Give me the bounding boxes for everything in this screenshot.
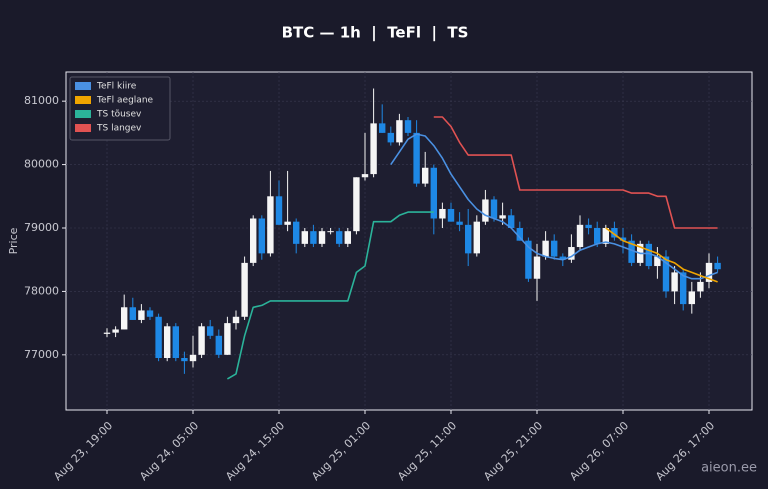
candle-body [189, 354, 197, 362]
candle-body [602, 228, 609, 244]
y-axis-label: Price [7, 227, 20, 254]
candle-body [327, 231, 334, 233]
candle-body [585, 224, 592, 228]
candle-body [430, 167, 437, 219]
candle-body [542, 240, 549, 257]
candle-body [671, 272, 678, 292]
candle-body [439, 208, 446, 219]
candle-body [336, 231, 343, 244]
candle-body [181, 358, 188, 362]
candle-body [525, 240, 532, 279]
legend-label: TS langev [96, 124, 142, 134]
y-tick-label: 81000 [24, 94, 59, 107]
candle-body [465, 224, 472, 254]
candle-body [112, 329, 119, 333]
y-tick-label: 78000 [24, 284, 59, 297]
candle-body [232, 316, 240, 324]
legend-swatch [75, 110, 91, 118]
legend-swatch [75, 96, 91, 104]
candle-body [594, 228, 601, 244]
candle-body [422, 167, 429, 184]
candle-body [353, 177, 360, 232]
candle-body [310, 231, 317, 244]
candle-body [482, 199, 489, 222]
candle-body [645, 243, 652, 267]
candle-body [662, 256, 670, 292]
candle-body [499, 215, 506, 219]
candle-body [697, 281, 704, 292]
candle-body [611, 228, 618, 238]
candle-body [129, 307, 136, 320]
candle-body [344, 231, 351, 244]
candle-body [396, 120, 403, 143]
candle-body [688, 291, 695, 305]
indicator-line [226, 211, 434, 380]
candle-body [293, 221, 300, 244]
candle-body [705, 262, 713, 282]
candle-body [447, 208, 455, 222]
y-tick-label: 80000 [24, 158, 59, 171]
candle-body [215, 335, 222, 355]
candle-body [387, 132, 394, 143]
candle-body [138, 310, 145, 320]
watermark: aieon.ee [701, 461, 757, 476]
candle-body [576, 224, 584, 248]
y-tick-label: 79000 [24, 221, 59, 234]
candle-body [121, 307, 128, 330]
candle-body [628, 240, 635, 263]
candle-body [258, 218, 265, 254]
legend-swatch [75, 124, 91, 132]
candle-body [516, 228, 523, 241]
candle-body [103, 332, 111, 334]
candle-body [654, 256, 661, 267]
candle-body [490, 199, 498, 219]
candle-body [551, 240, 558, 257]
candle-body [164, 326, 171, 358]
candle-body [267, 196, 274, 254]
candle-body [275, 196, 283, 225]
candle-body [224, 323, 231, 355]
candle-body [559, 256, 566, 260]
candle-body [301, 231, 308, 244]
legend-label: TeFl kiire [96, 82, 137, 92]
candle-body [413, 132, 420, 184]
indicator-line [390, 133, 718, 280]
candle-body [370, 123, 377, 175]
candle-body [619, 237, 627, 241]
candle-body [473, 221, 480, 254]
legend-swatch [75, 82, 91, 90]
candle-body [318, 231, 326, 244]
candle-body [172, 326, 179, 358]
candle-body [207, 326, 214, 336]
chart-title: BTC — 1h | TeFl | TS [282, 24, 469, 43]
candle-body [714, 262, 721, 270]
legend: TeFl kiire TeFl aeglane TS tõusev TS langev [69, 76, 171, 141]
indicator-line [433, 116, 718, 229]
candle-body [680, 272, 687, 305]
candle-body [250, 218, 257, 263]
candle-body [508, 215, 515, 228]
candle-body [241, 262, 248, 317]
legend-box [69, 76, 171, 141]
indicator-line [605, 227, 718, 283]
candle-body [404, 120, 412, 133]
candle-body [146, 310, 154, 317]
y-tick-label: 77000 [24, 348, 59, 361]
candle-body [198, 326, 205, 355]
candle-body [533, 256, 541, 279]
candle-body [379, 123, 386, 133]
candle-body [155, 316, 162, 358]
legend-label: TS tõusev [96, 110, 142, 120]
candle-body [456, 221, 463, 225]
candle-body [284, 221, 291, 225]
candle-body [361, 174, 369, 178]
legend-label: TeFl aeglane [96, 96, 154, 106]
candle-body [568, 247, 575, 260]
